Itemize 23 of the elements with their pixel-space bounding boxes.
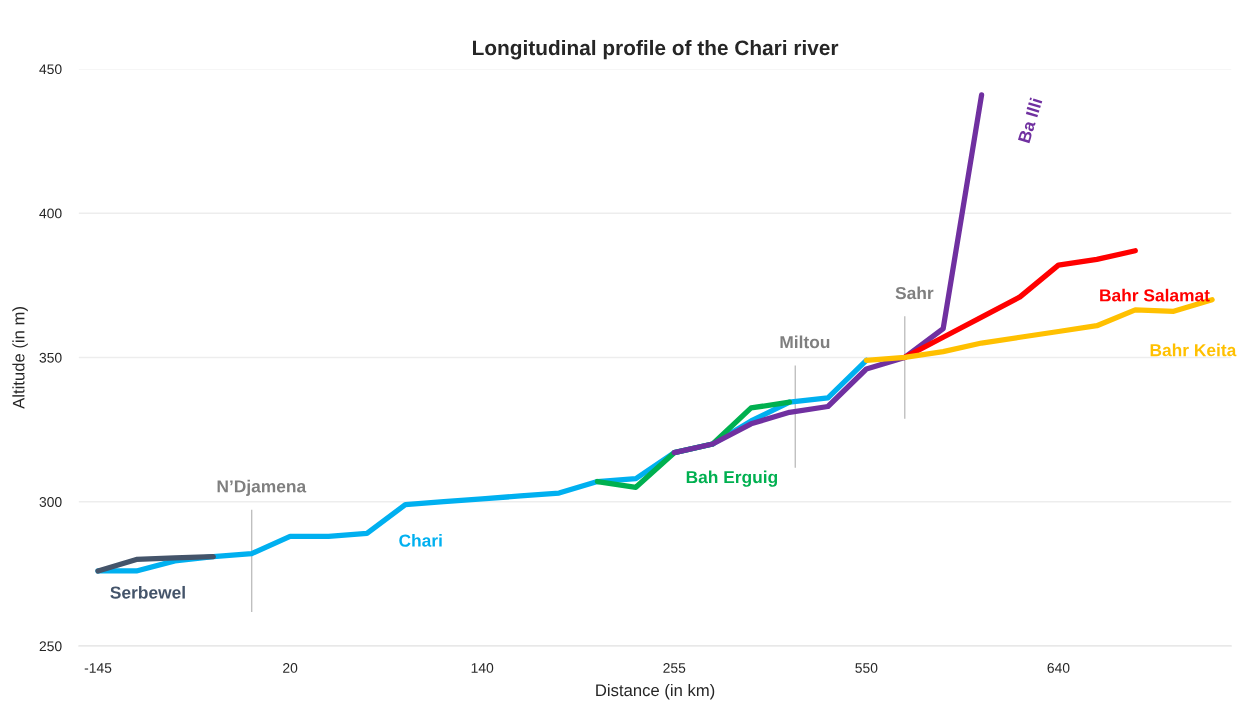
x-axis-title: Distance (in km) xyxy=(596,683,715,700)
series-label: Serbewel xyxy=(110,585,185,599)
series-label: Bahr Keita xyxy=(1150,343,1237,357)
x-tick-label: 640 xyxy=(1047,663,1070,673)
x-tick-label: 255 xyxy=(663,663,686,673)
annotation: Sahr xyxy=(895,286,934,300)
x-tick-label: 20 xyxy=(283,663,298,673)
series-label: Bah Erguig xyxy=(686,470,778,487)
x-tick-label: -145 xyxy=(84,663,112,673)
y-tick-label: 450 xyxy=(39,64,62,75)
series-label: Chari xyxy=(399,534,442,547)
chart-title: Longitudinal profile of the Chari river xyxy=(473,39,839,60)
x-tick-label: 550 xyxy=(855,663,878,673)
annotation: Miltou xyxy=(780,335,830,349)
series-label: Bahr Salamat xyxy=(1100,288,1210,302)
y-tick-label: 300 xyxy=(39,497,62,507)
y-tick-label: 400 xyxy=(39,208,62,219)
y-axis-title: Altitude (in m) xyxy=(12,307,28,409)
y-tick-label: 350 xyxy=(39,352,62,363)
x-tick-label: 140 xyxy=(471,663,494,673)
text: Ba Illi xyxy=(1017,97,1043,144)
annotation: N’Djamena xyxy=(217,479,307,496)
y-tick-label: 250 xyxy=(39,641,62,652)
